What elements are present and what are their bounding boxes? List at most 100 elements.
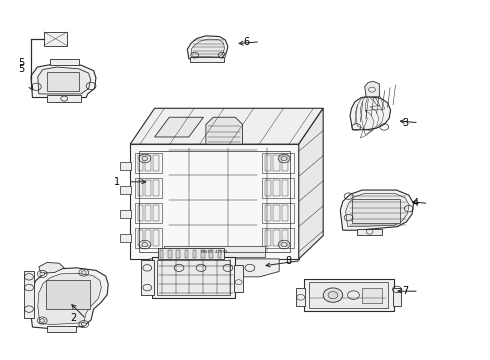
Bar [265, 230, 271, 246]
Circle shape [281, 156, 287, 161]
Bar [153, 230, 159, 246]
Bar [273, 155, 280, 171]
Bar [176, 250, 180, 258]
Polygon shape [30, 268, 108, 329]
Bar [46, 280, 90, 309]
Bar [185, 250, 188, 258]
Bar [262, 203, 294, 223]
Bar [265, 205, 271, 221]
FancyArrowPatch shape [413, 200, 426, 204]
Bar [262, 228, 294, 248]
Bar [310, 282, 388, 308]
Bar [209, 250, 213, 258]
Polygon shape [350, 97, 391, 130]
Bar [234, 265, 243, 292]
Polygon shape [299, 108, 323, 259]
FancyArrowPatch shape [266, 261, 299, 267]
Bar [135, 178, 162, 198]
Bar [262, 178, 294, 198]
Polygon shape [155, 117, 203, 137]
Polygon shape [191, 39, 224, 57]
Text: 6: 6 [244, 37, 250, 47]
Circle shape [142, 156, 148, 161]
Bar [47, 95, 81, 102]
FancyArrowPatch shape [72, 305, 84, 317]
Bar [282, 230, 289, 246]
Bar [265, 155, 271, 171]
Circle shape [281, 242, 287, 247]
Bar [135, 153, 162, 173]
Bar [121, 186, 131, 194]
Bar [142, 260, 154, 296]
Bar [282, 155, 289, 171]
Bar [146, 230, 151, 246]
Bar [158, 248, 224, 259]
Bar [138, 205, 144, 221]
Bar [168, 250, 172, 258]
Bar [146, 155, 151, 171]
Bar [282, 205, 289, 221]
Bar [160, 250, 163, 258]
Text: 7: 7 [402, 286, 409, 296]
Polygon shape [38, 67, 91, 94]
FancyArrowPatch shape [398, 289, 416, 293]
Polygon shape [187, 36, 228, 59]
FancyArrowPatch shape [239, 41, 257, 45]
Bar [164, 246, 265, 257]
Bar [304, 279, 394, 311]
Text: 5: 5 [18, 64, 24, 74]
Polygon shape [150, 259, 279, 277]
Bar [273, 180, 280, 196]
Bar [121, 210, 131, 218]
Bar [218, 250, 221, 258]
Bar [362, 288, 382, 303]
Circle shape [323, 288, 343, 302]
FancyArrowPatch shape [400, 120, 416, 123]
Bar [49, 59, 79, 65]
Polygon shape [345, 194, 409, 226]
Text: 2: 2 [70, 313, 76, 323]
Circle shape [81, 271, 86, 274]
Bar [357, 229, 382, 234]
Circle shape [40, 319, 45, 322]
Bar [153, 205, 159, 221]
Bar [24, 271, 34, 318]
Polygon shape [130, 108, 323, 144]
Text: G8010-42050: G8010-42050 [201, 250, 228, 254]
Bar [44, 32, 67, 45]
Bar [121, 162, 131, 170]
Text: 5: 5 [18, 58, 24, 68]
Bar [190, 57, 223, 62]
Bar [351, 199, 400, 223]
Bar [47, 325, 76, 332]
Bar [138, 230, 144, 246]
Circle shape [40, 272, 45, 276]
Bar [265, 180, 271, 196]
Text: 3: 3 [403, 118, 409, 128]
Bar [273, 205, 280, 221]
Bar [135, 203, 162, 223]
Bar [157, 260, 230, 296]
Bar [139, 150, 290, 252]
Text: 4: 4 [412, 198, 418, 208]
Polygon shape [365, 81, 379, 97]
Bar [153, 155, 159, 171]
FancyArrowPatch shape [131, 180, 146, 184]
Bar [146, 180, 151, 196]
Bar [392, 288, 401, 306]
Bar [193, 250, 196, 258]
Polygon shape [340, 190, 414, 230]
Bar [262, 153, 294, 173]
Bar [135, 228, 162, 248]
Text: 1: 1 [114, 177, 121, 187]
Circle shape [142, 242, 148, 247]
Bar [282, 180, 289, 196]
Bar [121, 234, 131, 242]
Bar [273, 230, 280, 246]
Bar [47, 72, 79, 91]
Polygon shape [206, 117, 243, 144]
Bar [201, 250, 205, 258]
Polygon shape [31, 63, 96, 98]
Polygon shape [130, 144, 299, 259]
Bar [296, 288, 305, 306]
